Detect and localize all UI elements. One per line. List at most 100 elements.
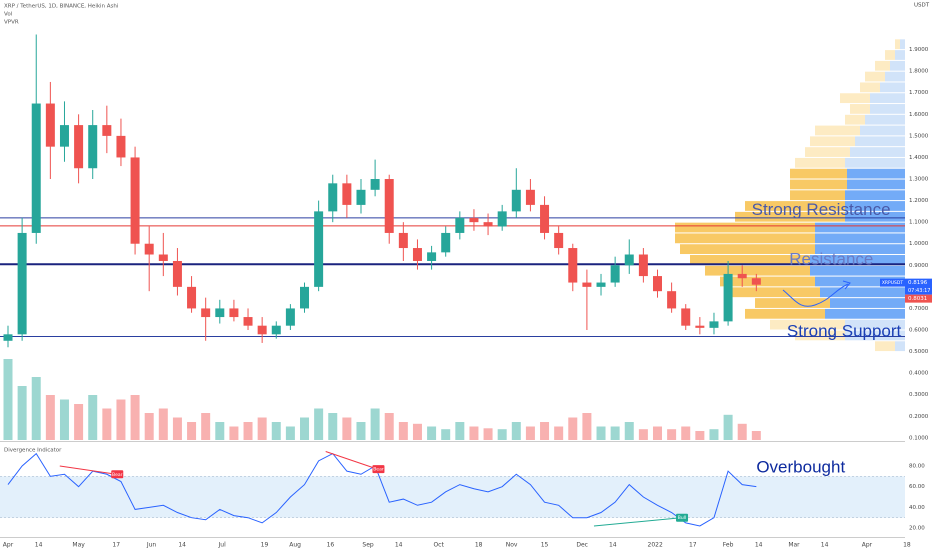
vpvr-down [675,222,815,233]
vpvr-down [845,114,865,125]
x-tick-label: Mar [788,542,800,549]
x-tick-label: 17 [689,542,697,549]
candle-body [116,135,126,158]
candle-body [172,260,182,287]
vpvr-up [815,244,905,255]
volume-bar [723,414,733,440]
volume-bar [314,408,324,440]
vpvr-down [770,319,845,330]
y-tick-label: 1.7000 [909,90,929,96]
y-tick-label: 1.9000 [909,47,929,53]
volume-bar [45,395,55,440]
x-tick-label: Jul [218,542,227,549]
vpvr-up [847,168,905,179]
volume-bar [102,408,112,440]
volume-bar [540,422,550,440]
candle-body [681,308,691,326]
volume-bar [300,417,310,440]
candle-body [31,103,41,233]
volume-bar [681,426,691,440]
y-tick-label: 0.9000 [909,263,929,269]
annotation: Strong Resistance [752,200,891,219]
x-tick-label: Dec [576,542,588,549]
volume-bar [356,422,366,440]
volume-bar [582,413,592,440]
volume-bar [31,377,41,440]
y-tick-label: 0.6000 [909,328,929,334]
volume-bar [116,399,126,440]
vpvr-down [860,82,880,93]
candle-body [709,321,719,328]
oscillator-title: Divergence Indicator [4,448,62,454]
indicator-label: Vol [4,12,13,18]
candle-body [300,286,310,309]
candle-body [88,125,98,169]
vpvr-up [845,330,905,341]
volume-bar [652,426,662,440]
volume-bar [285,426,295,440]
candle-body [695,325,705,328]
vpvr-up [830,298,905,308]
candle-body [285,308,295,326]
candle-body [582,282,592,287]
symbol-label: XRPUSDT [882,280,904,286]
candle-body [398,232,408,249]
x-tick-label: 18 [903,542,911,549]
vpvr-up [870,93,905,104]
y-tick-label: 0.5000 [909,349,929,355]
y-tick-label: 1.6000 [909,112,929,118]
x-tick-label: 14 [35,542,43,549]
x-tick-label: 18 [475,542,483,549]
candle-body [17,232,27,335]
candle-body [667,291,677,309]
volume-bar [441,429,451,440]
candle-body [610,265,620,283]
vpvr-up [820,287,905,298]
candle-body [229,308,239,318]
candle-body [540,204,550,233]
volume-bar [596,426,606,440]
y-tick-label: 0.2000 [909,414,929,420]
vpvr-up [815,276,905,287]
volume-bar [568,417,578,440]
candle-body [427,252,437,261]
price-label: 0.8196 [908,280,928,286]
volume-bar [427,426,437,440]
volume-bar [370,408,380,440]
candle-body [723,273,733,322]
vpvr-down [850,104,870,114]
candle-body [45,103,55,147]
x-tick-label: Oct [433,542,444,549]
vpvr-down [795,330,845,341]
candle-body [483,222,493,227]
y-tick-label: 1.4000 [909,155,929,161]
divergence-label: Bear [373,467,384,473]
volume-bar [610,426,620,440]
x-tick-label: 2022 [648,542,663,549]
vpvr-up [855,136,905,147]
volume-bar [497,429,507,440]
divergence-label: Bull [678,515,686,521]
volume-bar [172,417,182,440]
vpvr-up [895,50,905,60]
candle-body [271,325,281,335]
x-tick-label: 14 [395,542,403,549]
volume-bar [201,413,211,440]
vpvr-down [735,211,845,222]
volume-bar [455,422,465,440]
indicator-label: VPVR [4,20,19,26]
y-tick-label: 1.2000 [909,198,929,204]
volume-bar [328,413,338,440]
candle-body [257,325,267,335]
candle-body [412,248,422,261]
volume-bar [737,423,747,440]
candle-body [328,183,338,212]
vpvr-down [815,125,860,136]
vpvr-down [745,201,845,211]
volume-bar [3,359,13,440]
x-tick-label: 14 [821,542,829,549]
divergence-label: Bear [112,472,123,478]
volume-bar [624,422,634,440]
candle-body [568,248,578,283]
